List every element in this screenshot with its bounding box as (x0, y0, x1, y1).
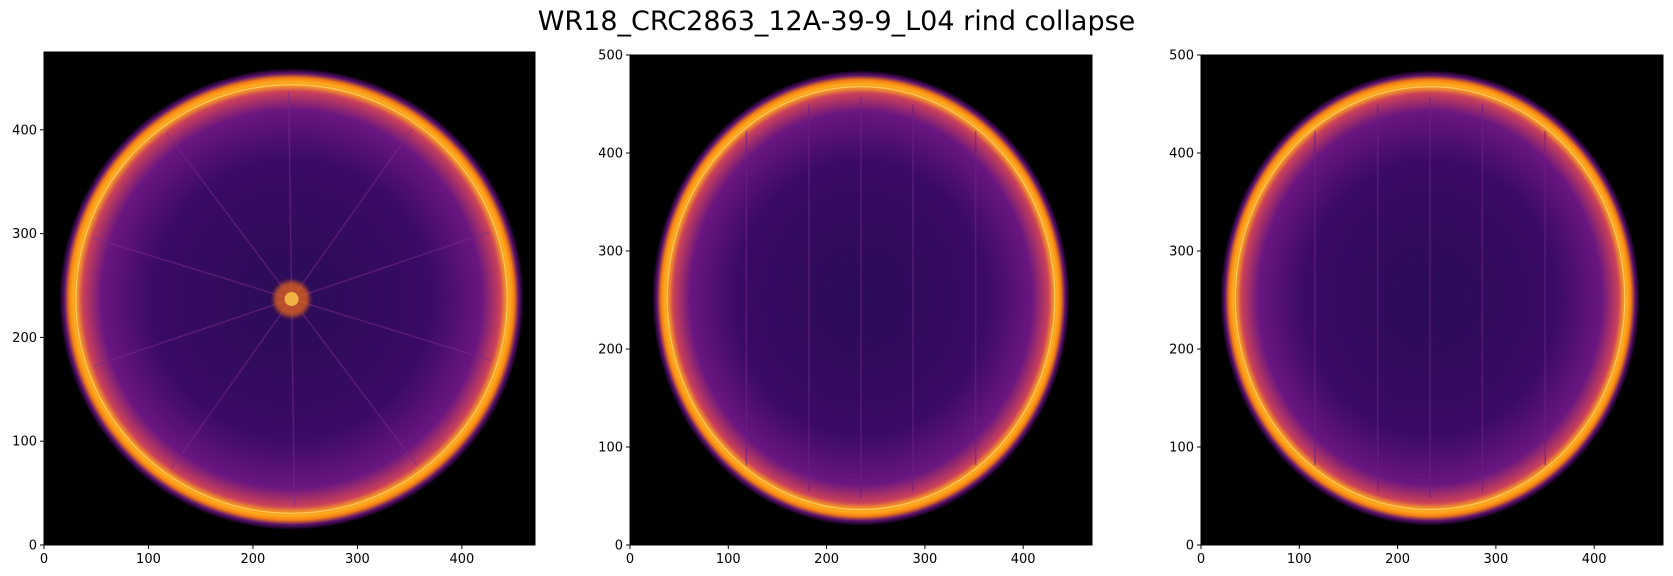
segment-membrane (291, 129, 413, 300)
x-tick-label: 400 (449, 552, 474, 567)
rind-highlight (666, 85, 1056, 511)
y-tick-label: 500 (1169, 49, 1194, 64)
x-tick-label: 200 (814, 552, 839, 567)
x-tick-label: 200 (241, 552, 266, 567)
y-tick-label: 300 (598, 245, 623, 260)
x-tick-label: 100 (136, 552, 161, 567)
y-tick-label: 100 (12, 435, 37, 450)
y-tick-label: 0 (29, 539, 37, 554)
segment-membrane (170, 298, 293, 469)
y-tick-label: 400 (12, 123, 37, 138)
y-tick-label: 100 (1169, 441, 1194, 456)
segment-membrane (91, 237, 292, 300)
y-tick-label: 300 (1169, 245, 1194, 260)
y-tick-label: 0 (1186, 539, 1194, 554)
x-tick-label: 100 (716, 552, 741, 567)
y-tick-label: 0 (615, 539, 623, 554)
x-tick-label: 0 (40, 552, 48, 567)
y-tick-label: 200 (12, 331, 37, 346)
segment-membrane (291, 298, 492, 361)
segment-membrane (287, 91, 293, 300)
x-tick-label: 200 (1385, 552, 1410, 567)
x-tick-label: 300 (912, 552, 937, 567)
y-tick-label: 400 (1169, 147, 1194, 162)
x-tick-label: 0 (626, 552, 634, 567)
x-tick-label: 400 (1011, 552, 1036, 567)
x-tick-label: 0 (1197, 552, 1205, 567)
axes-frame (43, 51, 536, 546)
y-tick-label: 200 (1169, 343, 1194, 358)
segment-membrane (93, 298, 292, 367)
axes-frame (629, 54, 1093, 546)
segment-membrane (290, 299, 296, 507)
axes-frame (1200, 54, 1664, 546)
x-tick-label: 400 (1582, 552, 1607, 567)
figure-title: WR18_CRC2863_12A-39-9_L04 rind collapse (537, 6, 1136, 37)
y-tick-label: 500 (598, 49, 623, 64)
segment-membrane (291, 231, 490, 300)
y-tick-label: 300 (12, 227, 37, 242)
x-tick-label: 100 (1287, 552, 1312, 567)
segment-membrane (291, 298, 418, 466)
rind-highlight (1234, 85, 1626, 511)
y-tick-label: 400 (598, 147, 623, 162)
y-tick-label: 200 (598, 343, 623, 358)
y-tick-label: 100 (598, 441, 623, 456)
x-tick-label: 300 (1483, 552, 1508, 567)
segment-membrane (165, 132, 293, 300)
rind-highlight (75, 84, 508, 514)
core-bright-spot (284, 292, 299, 307)
x-tick-label: 300 (345, 552, 370, 567)
